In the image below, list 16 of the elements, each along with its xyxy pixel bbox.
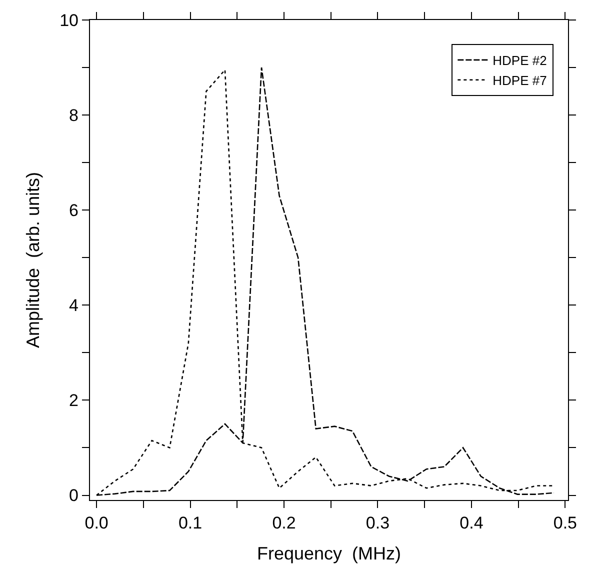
x-tick-label: 0.5	[553, 514, 578, 532]
x-tick-label: 0.2	[272, 514, 296, 532]
x-tick-label: 0.3	[366, 514, 390, 532]
legend-label: HDPE #7	[492, 72, 547, 88]
y-tick-label: 2	[69, 391, 78, 410]
y-tick-label: 6	[69, 201, 78, 220]
x-tick-label: 0.4	[460, 514, 484, 532]
x-tick-label: 0.1	[178, 514, 202, 532]
x-axis-title: Frequency (MHz)	[256, 544, 402, 564]
y-tick-label: 10	[60, 10, 78, 30]
y-tick-label: 0	[69, 486, 78, 506]
y-tick-label: 4	[69, 296, 78, 316]
y-tick-label: 8	[69, 106, 78, 125]
legend-label: HDPE #2	[492, 53, 547, 68]
y-axis-title: Amplitude (arb. units)	[22, 172, 43, 348]
x-tick-label: 0.0	[84, 514, 108, 532]
